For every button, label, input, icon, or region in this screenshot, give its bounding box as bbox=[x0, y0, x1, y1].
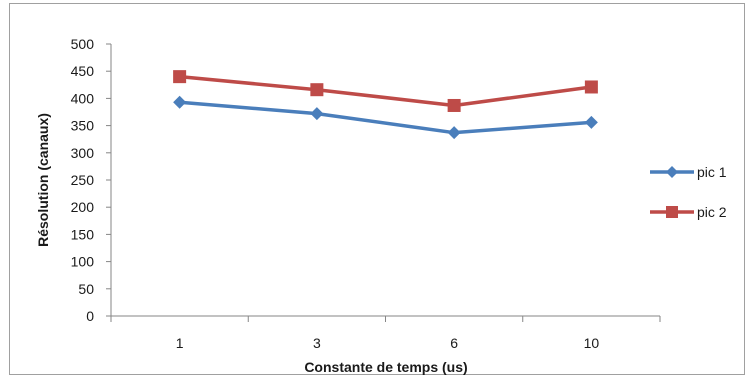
legend-label: pic 2 bbox=[697, 204, 727, 220]
y-tick-label: 100 bbox=[71, 254, 95, 270]
y-tick-label: 200 bbox=[71, 199, 95, 215]
data-point-diamond bbox=[447, 126, 461, 140]
axes: 0 50 100 150 200 250 300 350 400 450 500 1 3 6 10 bbox=[71, 36, 661, 351]
data-point-square bbox=[584, 80, 598, 94]
data-point-square bbox=[310, 83, 324, 97]
series-line bbox=[179, 74, 592, 108]
series-layer bbox=[173, 70, 598, 140]
y-tick-label: 0 bbox=[86, 308, 94, 324]
chart-frame bbox=[9, 3, 745, 375]
y-tick-label: 450 bbox=[71, 63, 95, 79]
x-axis-title: Constante de temps (us) bbox=[304, 359, 467, 375]
data-point-square bbox=[447, 98, 461, 112]
data-point-square bbox=[173, 70, 187, 84]
x-tick-label: 6 bbox=[450, 335, 458, 351]
y-axis-title: Résolution (canaux) bbox=[35, 113, 51, 247]
y-tick-label: 400 bbox=[71, 90, 95, 106]
y-tick-label: 150 bbox=[71, 226, 95, 242]
x-tick-label: 3 bbox=[313, 335, 321, 351]
x-tick-label: 10 bbox=[584, 335, 600, 351]
series-pic-1 bbox=[173, 95, 598, 140]
data-point-diamond bbox=[584, 115, 598, 129]
y-tick-label: 300 bbox=[71, 145, 95, 161]
legend-item: pic 2 bbox=[650, 204, 727, 220]
legend-marker-square bbox=[666, 206, 678, 218]
y-tick-label: 250 bbox=[71, 172, 95, 188]
data-point-diamond bbox=[310, 107, 324, 121]
legend-label: pic 1 bbox=[697, 164, 727, 180]
series-pic-2 bbox=[173, 70, 598, 112]
y-tick-label: 500 bbox=[71, 36, 95, 52]
y-tick-label: 50 bbox=[78, 281, 94, 297]
x-tick-label: 1 bbox=[176, 335, 184, 351]
legend-marker-diamond bbox=[666, 166, 678, 178]
series-line bbox=[179, 100, 592, 135]
y-tick-label: 350 bbox=[71, 118, 95, 134]
data-point-diamond bbox=[173, 95, 187, 109]
legend-item: pic 1 bbox=[650, 164, 727, 180]
legend: pic 1 pic 2 bbox=[650, 164, 727, 220]
